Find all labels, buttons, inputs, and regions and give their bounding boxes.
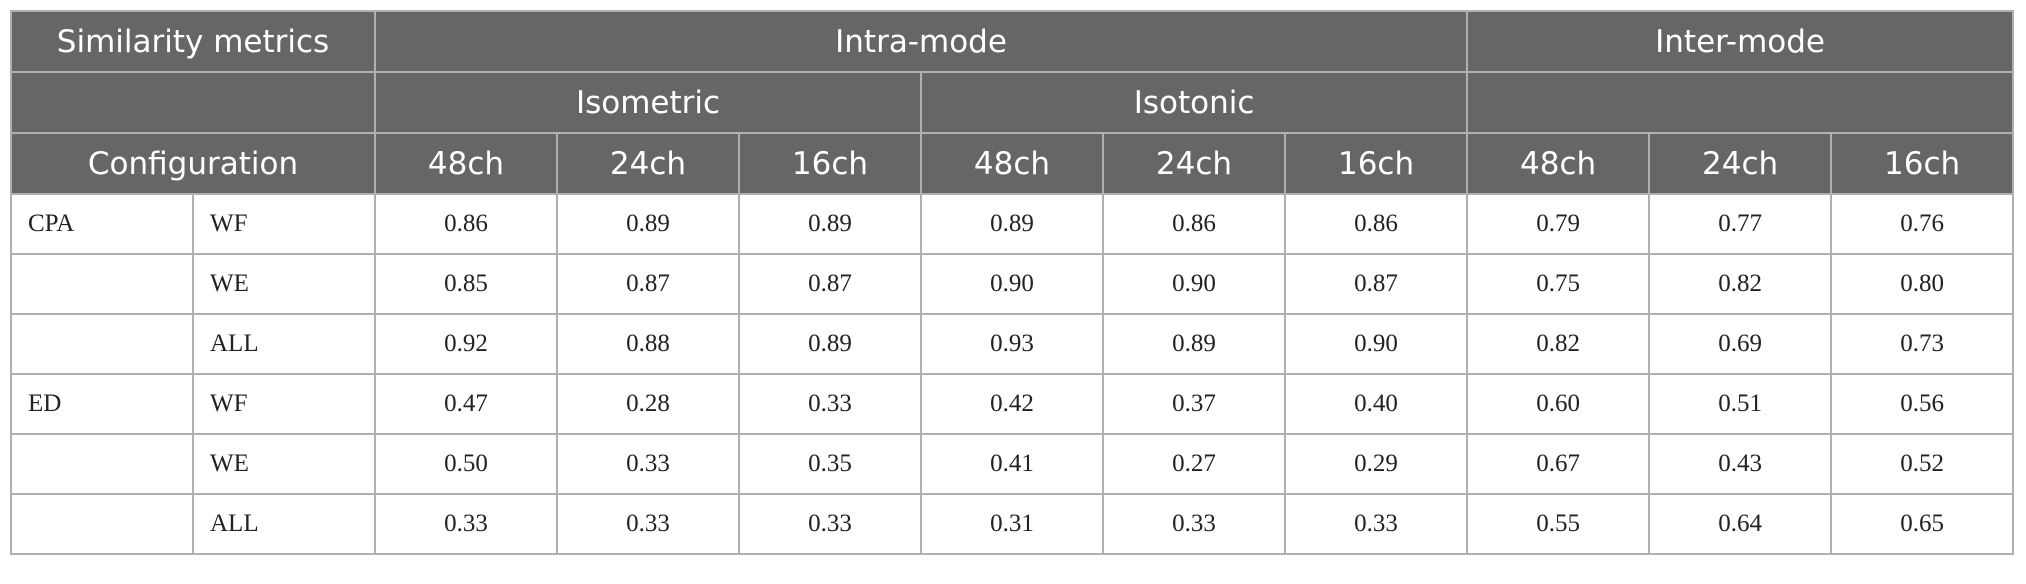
value-cell: 0.55: [1466, 493, 1651, 555]
table-body: CPA WF 0.86 0.89 0.89 0.89 0.86 0.86 0.79 0.77 0.7…: [10, 193, 2015, 555]
value-cell: 0.52: [1830, 433, 2015, 495]
value-cell: 0.89: [556, 193, 740, 255]
value-cell: 0.33: [374, 493, 558, 555]
value-cell: 0.51: [1648, 373, 1833, 435]
value-cell: 0.73: [1830, 313, 2015, 375]
value-cell: 0.89: [738, 313, 922, 375]
header-cell: Isotonic: [919, 71, 1469, 134]
value-cell: 0.64: [1648, 493, 1833, 555]
value-cell: 0.93: [920, 313, 1104, 375]
value-cell: 0.87: [1283, 253, 1469, 315]
header-cell: Similarity metrics: [10, 10, 376, 73]
header-cell: 48ch: [920, 132, 1104, 195]
value-cell: 0.31: [920, 493, 1104, 555]
value-cell: 0.33: [1102, 493, 1286, 555]
value-cell: 0.43: [1648, 433, 1833, 495]
header-cell: 16ch: [1283, 132, 1469, 195]
value-cell: 0.87: [738, 253, 922, 315]
header-cell: 16ch: [1830, 132, 2015, 195]
value-cell: 0.86: [374, 193, 558, 255]
value-cell: 0.27: [1102, 433, 1286, 495]
value-cell: 0.92: [374, 313, 558, 375]
config-cell: WF: [192, 373, 376, 435]
value-cell: 0.85: [374, 253, 558, 315]
value-cell: 0.75: [1466, 253, 1651, 315]
table-row: ALL 0.33 0.33 0.33 0.31 0.33 0.33 0.55 0.64 0.65: [10, 493, 2015, 555]
config-cell: WF: [192, 193, 376, 255]
header-cell: 16ch: [738, 132, 922, 195]
config-cell: WE: [192, 253, 376, 315]
header-cell: 24ch: [1102, 132, 1286, 195]
value-cell: 0.33: [556, 493, 740, 555]
value-cell: 0.89: [1102, 313, 1286, 375]
config-cell: ALL: [192, 493, 376, 555]
value-cell: 0.28: [556, 373, 740, 435]
value-cell: 0.33: [738, 373, 922, 435]
value-cell: 0.29: [1283, 433, 1469, 495]
value-cell: 0.80: [1830, 253, 2015, 315]
value-cell: 0.42: [920, 373, 1104, 435]
value-cell: 0.37: [1102, 373, 1286, 435]
header-cell: 24ch: [556, 132, 740, 195]
config-cell: ALL: [192, 313, 376, 375]
value-cell: 0.79: [1466, 193, 1651, 255]
value-cell: 0.90: [1102, 253, 1286, 315]
header-cell: 24ch: [1648, 132, 1833, 195]
header-cell: Inter-mode: [1466, 10, 2015, 73]
value-cell: 0.89: [738, 193, 922, 255]
value-cell: 0.67: [1466, 433, 1651, 495]
value-cell: 0.33: [556, 433, 740, 495]
value-cell: 0.89: [920, 193, 1104, 255]
group-cell: ED: [10, 373, 194, 435]
header-cell: Isometric: [374, 71, 922, 134]
group-cell: [10, 253, 194, 315]
value-cell: 0.50: [374, 433, 558, 495]
value-cell: 0.41: [920, 433, 1104, 495]
value-cell: 0.90: [1283, 313, 1469, 375]
header-cell: Configuration: [10, 132, 376, 195]
header-cell: [1466, 71, 2015, 134]
value-cell: 0.76: [1830, 193, 2015, 255]
header-row: Similarity metrics Intra-mode Inter-mode: [10, 10, 2015, 73]
table-row: ED WF 0.47 0.28 0.33 0.42 0.37 0.40 0.60 0.51 0.56: [10, 373, 2015, 435]
header-cell: Intra-mode: [373, 10, 1469, 73]
value-cell: 0.82: [1466, 313, 1651, 375]
table-row: WE 0.50 0.33 0.35 0.41 0.27 0.29 0.67 0.43 0.52: [10, 433, 2015, 495]
value-cell: 0.65: [1830, 493, 2015, 555]
value-cell: 0.87: [556, 253, 740, 315]
similarity-table: Similarity metrics Intra-mode Inter-mode…: [10, 10, 2015, 555]
value-cell: 0.86: [1102, 193, 1286, 255]
value-cell: 0.86: [1283, 193, 1469, 255]
table-row: CPA WF 0.86 0.89 0.89 0.89 0.86 0.86 0.79 0.77 0.7…: [10, 193, 2015, 255]
group-cell: [10, 313, 194, 375]
group-cell: [10, 433, 194, 495]
value-cell: 0.69: [1648, 313, 1833, 375]
value-cell: 0.77: [1648, 193, 1833, 255]
value-cell: 0.88: [556, 313, 740, 375]
value-cell: 0.47: [374, 373, 558, 435]
value-cell: 0.35: [738, 433, 922, 495]
value-cell: 0.60: [1466, 373, 1651, 435]
value-cell: 0.82: [1648, 253, 1833, 315]
value-cell: 0.40: [1283, 373, 1469, 435]
header-row: Configuration 48ch 24ch 16ch 48ch 24ch 16ch 48…: [10, 132, 2015, 195]
value-cell: 0.33: [738, 493, 922, 555]
header-cell: [10, 71, 376, 134]
value-cell: 0.33: [1283, 493, 1469, 555]
table-row: ALL 0.92 0.88 0.89 0.93 0.89 0.90 0.82 0.69 0.73: [10, 313, 2015, 375]
group-cell: [10, 493, 194, 555]
group-cell: CPA: [10, 193, 194, 255]
header-row: Isometric Isotonic: [10, 71, 2015, 134]
table-row: WE 0.85 0.87 0.87 0.90 0.90 0.87 0.75 0.82 0.80: [10, 253, 2015, 315]
header-cell: 48ch: [1466, 132, 1651, 195]
config-cell: WE: [192, 433, 376, 495]
value-cell: 0.56: [1830, 373, 2015, 435]
table-header: Similarity metrics Intra-mode Inter-mode…: [10, 10, 2015, 195]
value-cell: 0.90: [920, 253, 1104, 315]
header-cell: 48ch: [374, 132, 558, 195]
